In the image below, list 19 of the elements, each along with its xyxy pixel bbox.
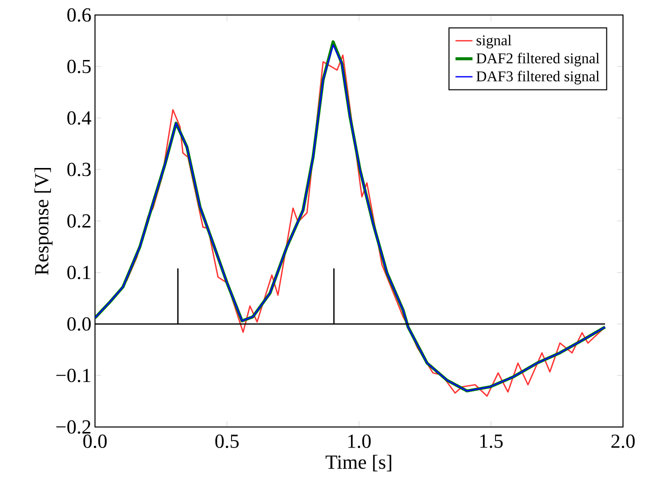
y-tick-label: 0.6 (67, 8, 91, 22)
y-tick-label: −0.2 (56, 420, 90, 434)
x-axis-title: Time [s] (326, 454, 392, 472)
y-tick-label: 0.2 (67, 214, 90, 228)
x-tick-label: 0.5 (215, 434, 239, 448)
legend-label: DAF3 filtered signal (476, 70, 600, 84)
x-tick-label: 1.5 (480, 434, 503, 448)
x-tick-label: 0.0 (83, 434, 107, 448)
y-tick-label: 0.1 (67, 266, 90, 280)
y-tick-label: 0.0 (67, 317, 91, 331)
y-tick-label: 0.4 (67, 111, 92, 125)
y-tick-label: −0.1 (56, 368, 90, 382)
y-tick-label: 0.3 (67, 162, 91, 176)
legend-label: signal (476, 34, 512, 48)
x-tick-label: 1.0 (348, 434, 371, 448)
legend-label: DAF2 filtered signal (476, 52, 600, 66)
y-tick-label: 0.5 (67, 60, 91, 74)
x-tick-label: 2.0 (611, 434, 635, 448)
y-axis-title: Response [V] (34, 168, 52, 275)
